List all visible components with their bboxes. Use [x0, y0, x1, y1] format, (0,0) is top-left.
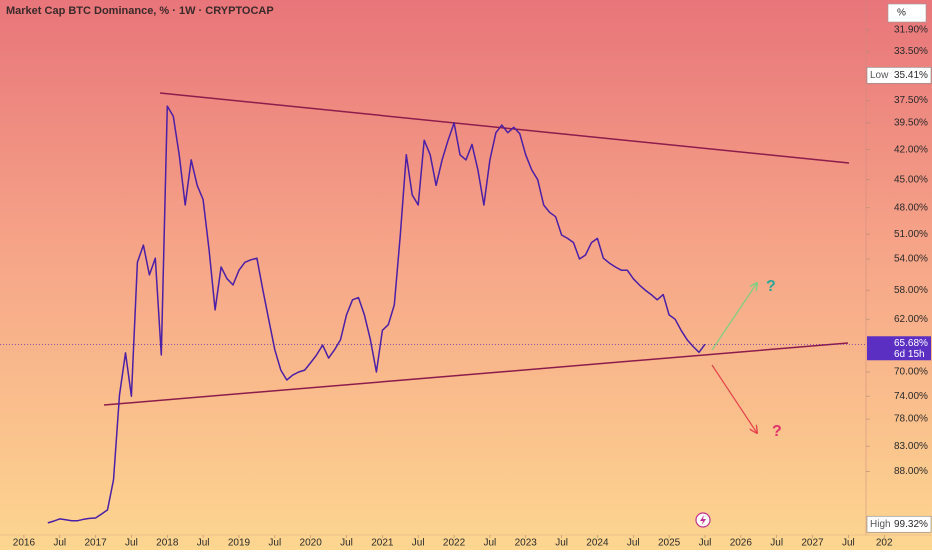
y-tick-label: 88.00%	[894, 466, 928, 477]
high-label: High	[870, 519, 891, 530]
y-tick-label: 74.00%	[894, 391, 928, 402]
last-price-box	[867, 336, 931, 361]
x-tick-label: 2021	[371, 538, 394, 549]
x-tick-label: Jul	[555, 538, 568, 549]
x-tick-label: Jul	[770, 538, 783, 549]
x-tick-label: Jul	[412, 538, 425, 549]
x-tick-label: Jul	[627, 538, 640, 549]
x-tick-label: 2026	[730, 538, 753, 549]
event-icon-glyph	[700, 515, 706, 525]
x-tick-label: Jul	[197, 538, 210, 549]
high-value: 99.32%	[894, 519, 928, 530]
low-box	[866, 67, 932, 84]
low-label: Low	[870, 70, 889, 81]
x-tick-label: 2020	[300, 538, 323, 549]
chart-title: Market Cap BTC Dominance, % · 1W · CRYPT…	[6, 5, 274, 17]
x-tick-label: Jul	[125, 538, 138, 549]
x-tick-label: 2027	[801, 538, 824, 549]
x-tick-label: Jul	[53, 538, 66, 549]
y-tick-label: 51.00%	[894, 229, 928, 240]
high-box	[866, 515, 932, 533]
y-tick-label: 42.00%	[894, 144, 928, 155]
x-tick-label: Jul	[483, 538, 496, 549]
low-value: 35.41%	[894, 70, 928, 81]
x-tick-label: 2025	[658, 538, 681, 549]
last-price-label: 65.68%	[894, 338, 928, 349]
y-tick-label: 78.00%	[894, 414, 928, 425]
trendline-lower	[103, 342, 849, 406]
y-tick-label: 70.00%	[894, 367, 928, 378]
y-tick-label: 33.50%	[894, 46, 928, 57]
y-tick-label: 54.00%	[894, 254, 928, 265]
arrow-up	[711, 283, 757, 351]
x-tick-label: 2017	[84, 538, 107, 549]
arrow-down	[711, 364, 757, 433]
y-tick-label: 83.00%	[894, 441, 928, 452]
annotation: ?	[772, 423, 782, 440]
y-tick-label: 45.00%	[894, 174, 928, 185]
x-tick-label: 202	[876, 538, 893, 549]
y-tick-label: 39.50%	[894, 118, 928, 129]
x-tick-label: Jul	[268, 538, 281, 549]
x-tick-label: 2023	[515, 538, 538, 549]
x-tick-label: Jul	[699, 538, 712, 549]
x-tick-label: Jul	[842, 538, 855, 549]
x-tick-label: 2022	[443, 538, 466, 549]
x-tick-label: 2016	[13, 538, 36, 549]
x-tick-label: 2018	[156, 538, 179, 549]
x-tick-label: 2019	[228, 538, 251, 549]
y-tick-label: 48.00%	[894, 202, 928, 213]
y-tick-label: 31.90%	[894, 25, 928, 36]
y-tick-label: 37.50%	[894, 95, 928, 106]
y-tick-label: 58.00%	[894, 285, 928, 296]
axis-unit: %	[897, 8, 906, 19]
annotation: ?	[766, 278, 776, 295]
x-tick-label: Jul	[340, 538, 353, 549]
y-tick-label: 62.00%	[894, 314, 928, 325]
unit-box[interactable]	[887, 3, 927, 23]
price-line	[47, 105, 706, 524]
x-tick-label: 2024	[586, 538, 609, 549]
countdown: 6d 15h	[894, 349, 925, 360]
